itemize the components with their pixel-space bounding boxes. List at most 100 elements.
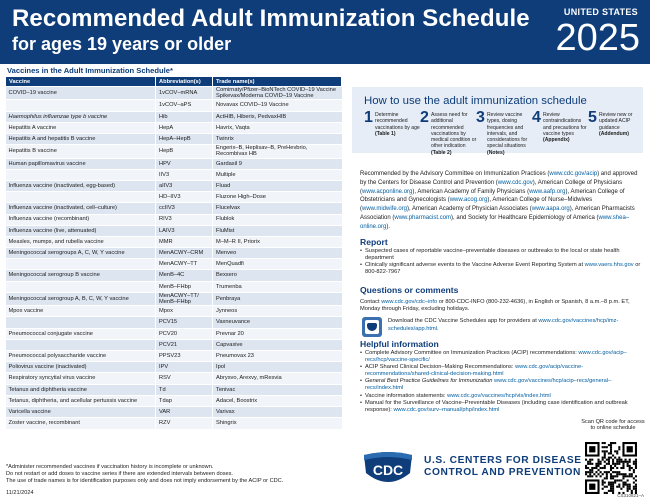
abbreviation-cell: aIIV3: [155, 179, 213, 192]
vaccine-cell: Meningococcal serogroups A, C, W, Y vacc…: [5, 247, 156, 259]
table-row: MenB–FHbp Trumenba: [5, 280, 342, 293]
pharmacist-link[interactable]: www.pharmacist.com: [394, 214, 452, 221]
trade-name-cell: M–M–R II, Priorix: [212, 235, 342, 248]
list-item: Suspected cases of reportable vaccine–pr…: [360, 248, 644, 262]
vaccine-cell: Haemophilus influenzae type b vaccine: [5, 110, 156, 123]
header-banner: Recommended Adult Immunization Schedule …: [0, 0, 650, 64]
abbreviation-cell: MenACWY–CRM: [155, 247, 213, 259]
helpful-list: Complete Advisory Committee on Immunizat…: [360, 350, 644, 414]
recommended-by-paragraph: Recommended by the Advisory Committee on…: [360, 171, 638, 230]
vaers-link[interactable]: www.vaers.hhs.gov: [584, 262, 634, 269]
table-row: Meningococcal serogroup A, B, C, W, Y va…: [5, 291, 342, 306]
vaccine-cell: Influenza vaccine (recombinant): [5, 213, 156, 226]
vaccine-cell: Mpox vaccine: [5, 305, 156, 317]
vaccine-cell: [5, 99, 156, 112]
table-row: Measles, mumps, and rubella vaccine MMR M–…: [5, 235, 342, 248]
shared-decision-link[interactable]: www.cdc.gov/acip/vaccine-recommendations…: [365, 364, 584, 378]
abbreviation-cell: RZV: [155, 417, 213, 429]
table-row: Human papillomavirus vaccine HPV Gardasil …: [5, 157, 342, 170]
abbreviation-cell: Td: [155, 383, 213, 396]
table-row: Pneumococcal conjugate vaccine PCV20 Prevn…: [5, 327, 342, 340]
trade-name-cell: Gardasil 9: [212, 157, 342, 170]
vaccine-cell: [5, 316, 156, 329]
abbreviation-cell: 1vCOV–mRNA: [155, 85, 213, 100]
table-row: Influenza vaccine (inactivated, egg-base…: [5, 179, 342, 192]
column-header: Vaccine: [5, 76, 156, 87]
step-text: Review new or updated ACIP guidance (Adde…: [599, 112, 633, 137]
cdc-info-link[interactable]: www.cdc.gov/cdc–info: [381, 299, 438, 305]
page-subtitle: for ages 19 years or older: [12, 34, 232, 54]
trade-name-cell: ActHIB, Hiberix, PedvaxHIB: [212, 110, 342, 123]
table-row: Meningococcal serogroup B vaccine MenB–4C…: [5, 269, 342, 282]
midwife-link[interactable]: www.midwife.org: [362, 206, 408, 213]
table-row: Poliovirus vaccine (inactivated) IPV Ipol: [5, 361, 342, 373]
trade-name-cell: Flucelvax: [212, 202, 342, 214]
acp-link[interactable]: www.acponline.org: [362, 188, 413, 195]
column-header: Trade name(s): [212, 76, 342, 87]
surv-manual-link[interactable]: www.cdc.gov/surv–manual/php/index.html: [393, 406, 500, 413]
publish-date: 11/21/2024: [6, 490, 34, 496]
how-to-title: How to use the adult immunization schedu…: [364, 95, 587, 107]
aafp-link[interactable]: www.aafp.org: [529, 188, 566, 195]
table-row: Tetanus and diphtheria vaccine Td Tenivac: [5, 383, 342, 396]
best-practice-link[interactable]: www.cdc.gov/vaccines/hcp/acip–recs/gener…: [365, 378, 612, 392]
trade-name-cell: Engerix–B, Heplisav–B, PreHevbrio, Recom…: [212, 144, 342, 159]
abbreviation-cell: Tdap: [155, 394, 213, 407]
trade-name-cell: Adacel, Boostrix: [212, 394, 342, 407]
vaccine-cell: Pneumococcal conjugate vaccine: [5, 327, 156, 340]
vaccine-cell: Respiratory syncytial virus vaccine: [5, 372, 156, 385]
table-row: Zoster vaccine, recombinant RZV Shingrix: [5, 417, 342, 429]
helpful-heading: Helpful information: [360, 339, 439, 349]
acip-recs-link[interactable]: www.cdc.gov/acip–recs/hcp/vaccine-specif…: [365, 350, 627, 364]
step-number: 5: [588, 109, 597, 126]
abbreviation-cell: IIV3: [155, 168, 213, 181]
shea-link[interactable]: www.shea–online.org: [360, 214, 630, 230]
cdc-app-icon[interactable]: [362, 317, 382, 337]
trade-name-cell: Ipol: [212, 361, 342, 373]
vaccine-cell: Influenza vaccine (live, attenuated): [5, 224, 156, 237]
table-row: Hepatitis A vaccine HepA Havrix, Vaqta: [5, 121, 342, 134]
table-row: PCV21 Capvaxive: [5, 338, 342, 351]
cdc-link[interactable]: www.cdc.gov: [497, 179, 533, 186]
qr-code-icon[interactable]: [585, 442, 637, 494]
page-title: Recommended Adult Immunization Schedule: [12, 5, 530, 32]
vis-link[interactable]: www.cdc.gov/vaccines/hcp/vis/index.html: [447, 392, 551, 399]
year-label: 2025: [555, 17, 640, 59]
svg-text:CDC: CDC: [373, 462, 403, 478]
document-code: CS310821–A: [617, 493, 644, 498]
trade-name-cell: Fluzone High–Dose: [212, 191, 342, 203]
abbreviation-cell: Mpox: [155, 305, 213, 317]
table-row: Varicella vaccine VAR Varivax: [5, 405, 342, 418]
table-row: IIV3 Multiple: [5, 168, 342, 181]
table-header-row: Vaccine Abbreviation(s) Trade name(s): [5, 76, 342, 87]
trade-name-cell: Vaxneuvance: [212, 316, 342, 329]
trade-name-cell: Multiple: [212, 168, 342, 181]
trade-name-cell: Flublok: [212, 213, 342, 226]
trade-name-cell: Jynneos: [212, 305, 342, 317]
footnote: Do not restart or add doses to vaccine s…: [6, 470, 233, 477]
acog-link[interactable]: www.acog.org: [449, 197, 488, 204]
vaccine-cell: Poliovirus vaccine (inactivated): [5, 361, 156, 373]
trade-name-cell: Tenivac: [212, 383, 342, 396]
aapa-link[interactable]: www.aapa.org: [531, 206, 570, 213]
vaccine-cell: Varicella vaccine: [5, 405, 156, 418]
trade-name-cell: Penbraya: [212, 291, 342, 306]
how-to-panel: [352, 87, 643, 153]
abbreviation-cell: ccIIV3: [155, 202, 213, 214]
cdc-org-name: U.S. CENTERS FOR DISEASE CONTROL AND PRE…: [424, 455, 582, 478]
report-heading: Report: [360, 237, 388, 247]
trade-name-cell: Varivax: [212, 405, 342, 418]
abbreviation-cell: HepA–HepB: [155, 132, 213, 145]
table-row: Hepatitis A and hepatitis B vaccine HepA–…: [5, 132, 342, 145]
app-link[interactable]: www.cdc.gov/vaccines/hcp/imz-schedules/a…: [388, 318, 619, 332]
trade-name-cell: MenQuadfi: [212, 258, 342, 270]
abbreviation-cell: IPV: [155, 361, 213, 373]
footnotes: *Administer recommended vaccines if vacc…: [6, 464, 346, 484]
country-label: UNITED STATES: [563, 7, 638, 17]
list-item: General Best Practice Guidelines for Imm…: [360, 378, 644, 392]
trade-name-cell: Prevnar 20: [212, 327, 342, 340]
vaccine-cell: Meningococcal serogroup A, B, C, W, Y va…: [5, 291, 156, 306]
vaccine-cell: Zoster vaccine, recombinant: [5, 417, 156, 429]
acip-link[interactable]: www.cdc.gov/acip: [549, 171, 598, 177]
vaccine-table-body: COVID–19 vaccine 1vCOV–mRNA Comirnaty/Pfiz…: [5, 85, 342, 429]
